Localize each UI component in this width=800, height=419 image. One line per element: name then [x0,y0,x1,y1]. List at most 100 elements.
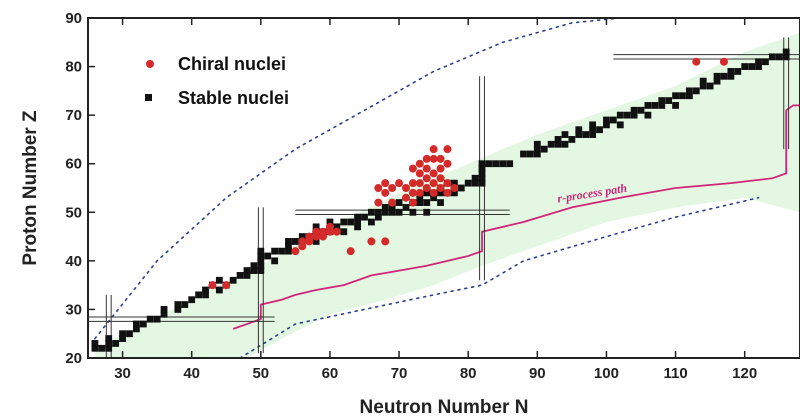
y-tick-label: 20 [65,350,82,367]
stable-nucleus-point [312,223,320,231]
stable-nucleus-point [257,247,265,255]
stable-nucleus-point [450,179,458,187]
stable-nucleus-point [374,213,382,221]
chiral-nucleus-point [692,57,701,66]
chiral-nucleus-point [388,198,397,207]
chiral-nucleus-point [346,247,355,256]
stable-nucleus-point [174,306,182,313]
stable-nucleus-point [782,48,790,56]
stable-nucleus-point [630,106,638,114]
chiral-nucleus-point [429,179,438,188]
stable-nucleus-point [374,208,382,216]
stable-nucleus-point [658,97,666,104]
stable-nucleus-point [644,102,652,109]
stable-nucleus-point [423,199,431,206]
stable-nucleus-point [630,111,638,119]
x-tick-label: 90 [529,365,546,382]
stable-nucleus-point [264,252,272,260]
upper-boundary-dotted-line [94,17,622,340]
stable-nucleus-point [609,116,617,124]
stable-nucleus-point [340,218,348,226]
stable-nucleus-point [257,252,265,260]
stable-nucleus-point [119,330,126,338]
chiral-nucleus-point [208,281,217,290]
stable-nucleus-point [132,325,140,333]
stable-nucleus-point [713,72,721,80]
stable-nucleus-point [568,136,576,143]
stable-nucleus-point [727,72,735,80]
chiral-nucleus-point [422,174,431,183]
stable-nucleus-point [554,136,562,143]
stable-nucleus-point [554,140,562,148]
stable-nucleus-point [271,247,279,255]
stable-nucleus-point [589,126,597,134]
chiral-nucleus-point [443,159,452,168]
stable-nucleus-point [381,204,389,211]
stable-nucleus-point [105,335,113,342]
legend-stable-marker [145,94,152,101]
stable-nucleus-point [271,257,279,265]
stable-nucleus-point [699,77,707,85]
chiral-nucleus-point [422,164,431,173]
stable-nucleus-point [160,310,168,318]
stable-nucleus-point [533,140,541,148]
stable-nucleus-point [623,111,631,119]
axis-ticks: 30 40 50 60 70 80 90 100 110 120 20 30 40 50 60 70 80 90 [65,10,757,382]
stable-nucleus-point [119,335,126,342]
chiral-nucleus-point [381,188,390,197]
stable-nucleus-point [257,267,265,274]
stable-nucleus-point [98,344,106,352]
y-tick-label: 80 [65,59,82,76]
stable-nucleus-point [105,344,113,352]
stable-nucleus-point [291,238,299,245]
chiral-nucleus-point [429,145,438,154]
stable-nucleus-point [603,121,610,129]
stable-nucleus-point [243,267,251,274]
stable-nucleus-point [596,126,603,134]
chiral-nucleus-point [408,198,417,207]
stable-nucleus-point [575,126,583,134]
stable-nucleus-point [616,121,624,129]
stable-nucleus-point [423,189,431,197]
y-tick-label: 40 [65,253,82,270]
chiral-nucleus-point [367,237,376,246]
stable-nucleus-point [699,82,707,90]
stable-nucleus-point [672,92,679,100]
x-tick-label: 60 [322,365,339,382]
y-tick-label: 70 [65,107,82,124]
stable-nucleus-point [139,320,147,328]
chiral-nucleus-point [374,198,383,207]
stable-nucleus-point [713,77,721,85]
legend-chiral-label: Chiral nuclei [178,54,286,74]
stable-nucleus-point [651,102,659,109]
chiral-nucleus-point [450,184,459,192]
stable-nucleus-point [395,199,403,206]
chiral-nucleus-point [401,184,410,192]
stable-nucleus-point [298,233,306,240]
chiral-nucleus-point [319,227,328,236]
stable-nucleus-point [679,92,686,100]
r-process-path-line [232,104,800,330]
stable-nucleus-point [215,286,223,294]
chiral-nucleus-point [415,179,424,188]
chiral-nucleus-point [408,188,417,197]
chiral-nucleus-point [429,169,438,178]
chiral-nucleus-point [422,184,431,192]
stable-nucleus-point [478,165,486,172]
stable-nucleus-point [381,208,389,216]
chiral-nucleus-point [408,164,417,173]
stable-nucleus-point [478,170,486,177]
x-tick-label: 110 [663,365,687,382]
legend: Chiral nuclei Stable nuclei [145,54,289,108]
stable-nucleus-point [755,58,762,66]
stable-nucleus-point [561,131,569,138]
chiral-nucleus-point [222,281,231,290]
stable-nucleus-point [409,208,417,216]
stable-nucleus-point [188,296,196,304]
stable-nucleus-point [202,286,209,294]
legend-stable-label: Stable nuclei [178,88,289,108]
stable-nucleus-point [402,204,410,211]
chiral-nucleus-point [381,179,390,188]
stable-nucleus-point [616,111,624,119]
stable-nucleus-point [492,160,500,168]
